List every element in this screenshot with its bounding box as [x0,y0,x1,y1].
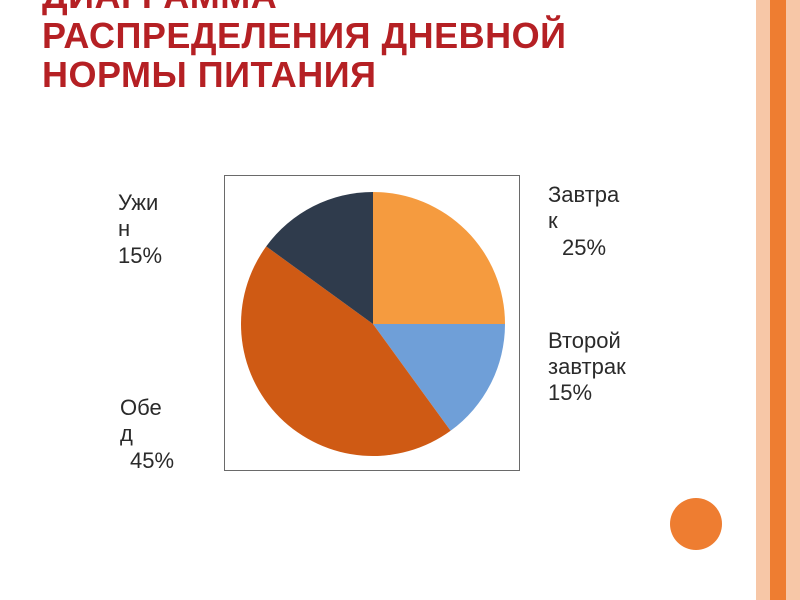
percent-dinner: 15% [118,243,162,269]
percent-breakfast: 25% [562,235,606,261]
accent-circle-icon [670,498,722,550]
percent-lunch: 45% [130,448,174,474]
side-stripe [756,0,800,600]
percent-second-breakfast: 15% [548,380,592,406]
label-dinner: Ужи н [118,190,158,243]
pie-slice-breakfast [373,192,505,324]
label-lunch: Обе д [120,395,162,448]
chart-box [224,175,520,471]
slide-title: ДИАГРАММА РАСПРЕДЕЛЕНИЯ ДНЕВНОЙ НОРМЫ ПИ… [42,0,567,95]
label-breakfast: Завтра к [548,182,619,235]
slide: ДИАГРАММА РАСПРЕДЕЛЕНИЯ ДНЕВНОЙ НОРМЫ ПИ… [0,0,800,600]
label-second-breakfast: Второй завтрак [548,328,626,381]
stripe-inner [770,0,786,600]
pie-chart [225,176,521,472]
